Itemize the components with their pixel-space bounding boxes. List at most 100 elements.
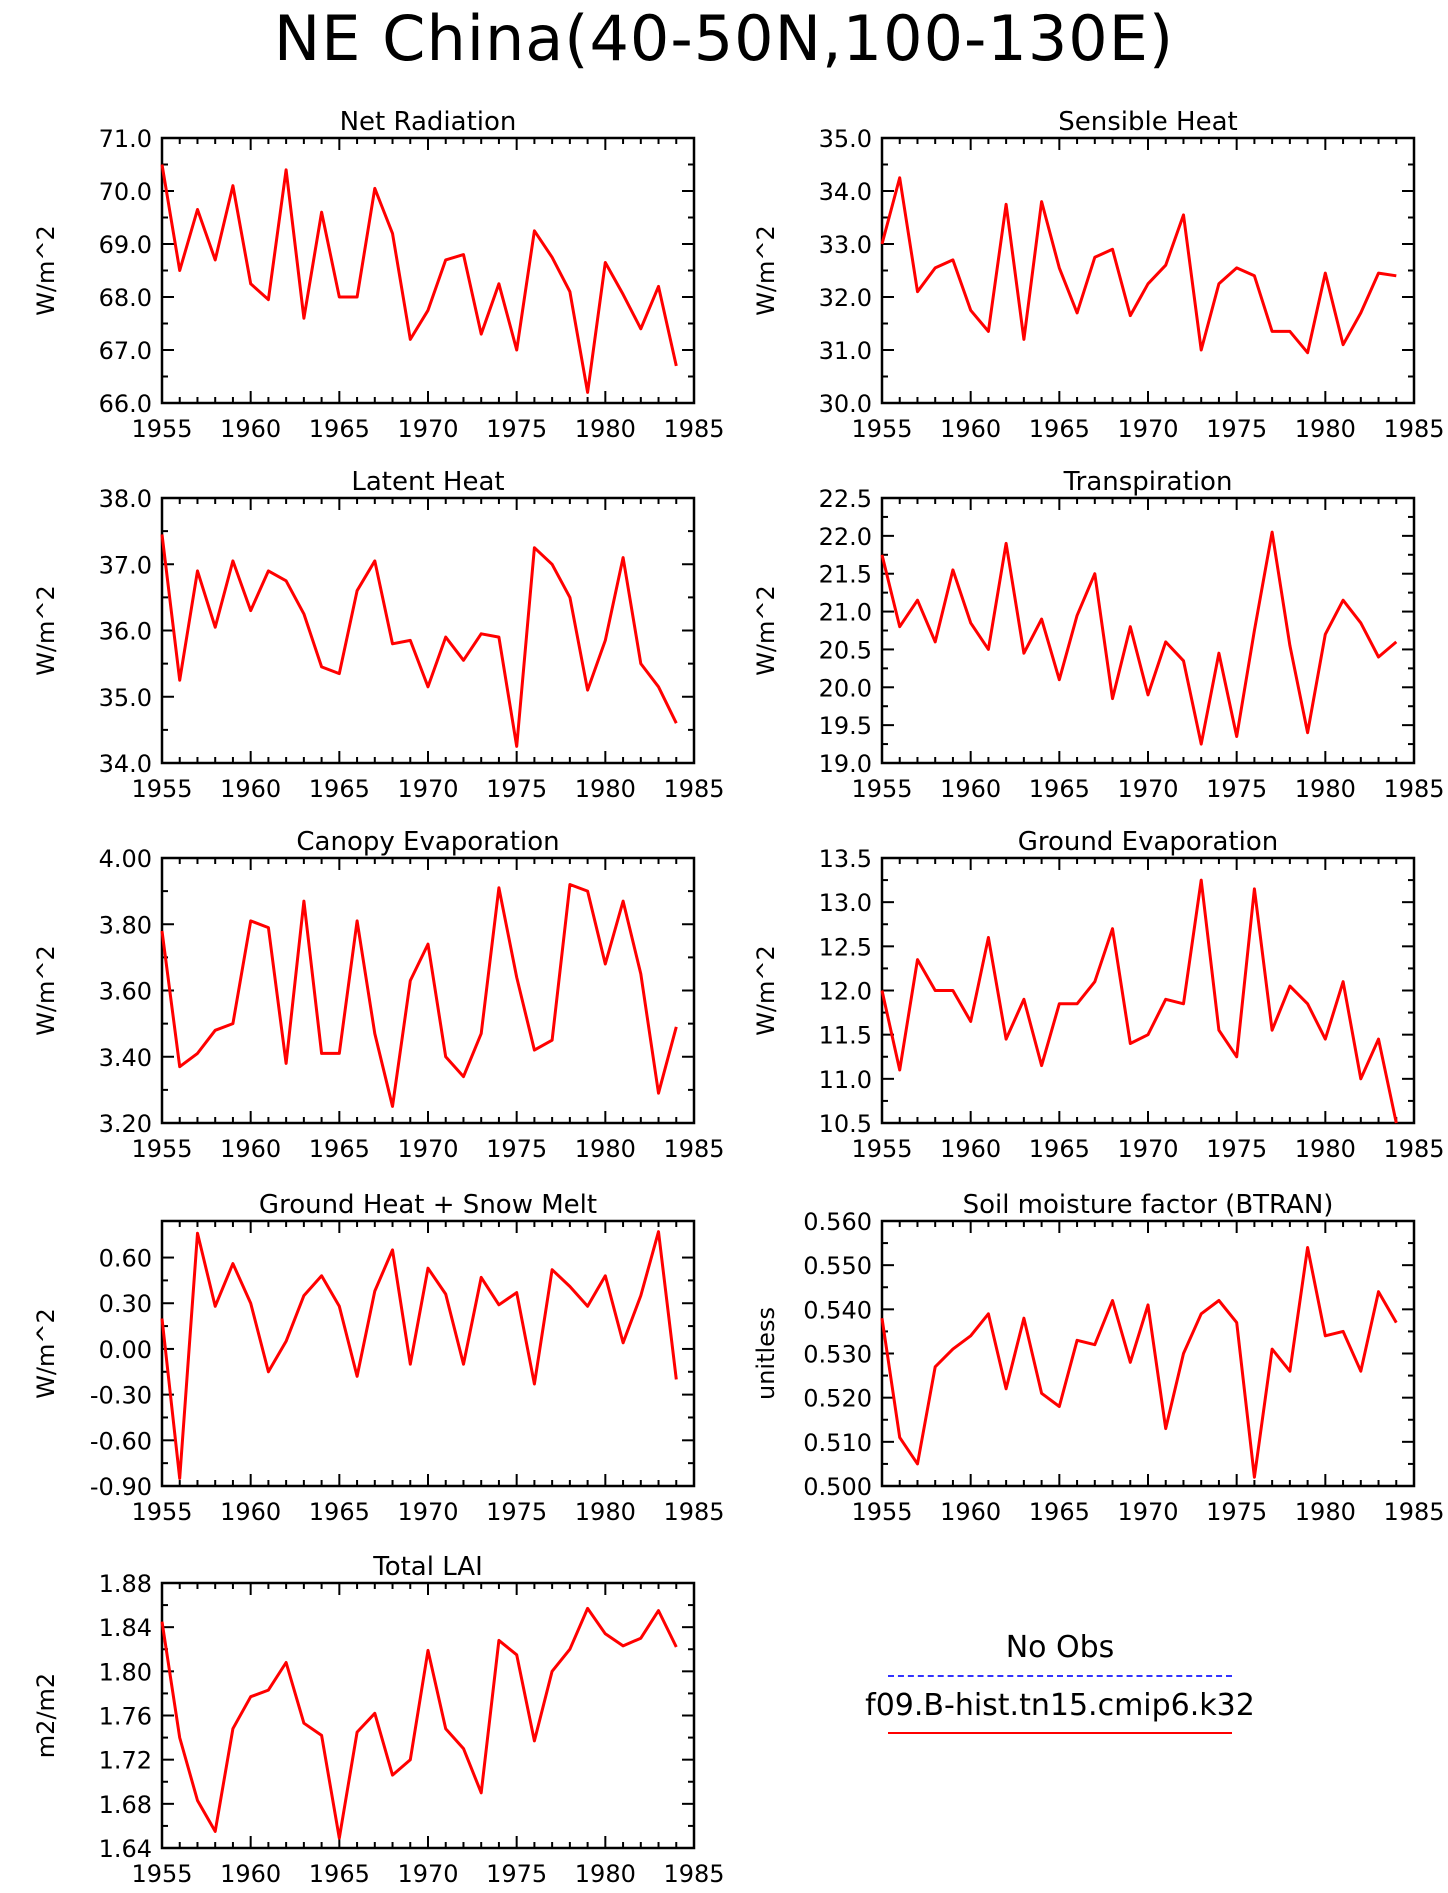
ground-heat-snow-melt-frame bbox=[160, 1219, 696, 1488]
chart-panel-latent-heat: Latent Heat 1955 1960 1965 1970 1975 1980 1985 3… bbox=[32, 467, 725, 803]
ground-evaporation-ytick-label: 13.0 bbox=[819, 889, 872, 917]
latent-heat-xtick-label: 1975 bbox=[486, 775, 547, 803]
legend-obs-swatch bbox=[888, 1675, 1232, 1677]
canopy-evaporation-series-line bbox=[160, 883, 678, 1108]
ground-heat-snow-melt-xtick-label: 1975 bbox=[486, 1498, 547, 1526]
chart-panel-sensible-heat: Sensible Heat 1955 1960 1965 1970 1975 1980 198… bbox=[752, 107, 1445, 443]
chart-panel-net-radiation: Net Radiation 1955 1960 1965 1970 1975 1980 198… bbox=[32, 107, 725, 443]
soil-moisture-factor-btran-ytick-label: 0.550 bbox=[803, 1252, 872, 1280]
legend: No Obs f09.B-hist.tn15.cmip6.k32 bbox=[760, 1620, 1360, 1740]
latent-heat-xtick-label: 1985 bbox=[663, 775, 724, 803]
ground-heat-snow-melt-title: Ground Heat + Snow Melt bbox=[259, 1190, 597, 1220]
net-radiation-xtick-label: 1960 bbox=[220, 415, 281, 443]
ground-evaporation-xtick-label: 1980 bbox=[1295, 1135, 1356, 1163]
soil-moisture-factor-btran-series-line bbox=[880, 1246, 1398, 1479]
net-radiation-ytick-label: 68.0 bbox=[99, 284, 152, 312]
transpiration-xtick-label: 1970 bbox=[1117, 775, 1178, 803]
transpiration-ytick-label: 20.0 bbox=[819, 674, 872, 702]
ground-evaporation-ytick-label: 12.0 bbox=[819, 978, 872, 1006]
ground-evaporation-xtick-label: 1985 bbox=[1383, 1135, 1444, 1163]
transpiration-xtick-label: 1960 bbox=[940, 775, 1001, 803]
canopy-evaporation-ytick-label: 3.60 bbox=[99, 978, 152, 1006]
net-radiation-series-line bbox=[160, 164, 678, 394]
chart-panel-transpiration: Transpiration 1955 1960 1965 1970 1975 1980 198… bbox=[752, 467, 1445, 803]
canopy-evaporation-frame bbox=[160, 856, 696, 1125]
ground-evaporation-ytick-label: 12.5 bbox=[819, 933, 872, 961]
latent-heat-ytick-label: 36.0 bbox=[99, 618, 152, 646]
transpiration-xtick-label: 1985 bbox=[1383, 775, 1444, 803]
net-radiation-title: Net Radiation bbox=[340, 107, 517, 137]
transpiration-xtick-label: 1980 bbox=[1295, 775, 1356, 803]
transpiration-ytick-label: 22.0 bbox=[819, 523, 872, 551]
chart-panel-canopy-evaporation: Canopy Evaporation 1955 1960 1965 1970 1975 19… bbox=[32, 827, 725, 1163]
canopy-evaporation-ytick-label: 4.00 bbox=[99, 845, 152, 873]
latent-heat-frame bbox=[160, 496, 696, 765]
canopy-evaporation-xtick-label: 1985 bbox=[663, 1135, 724, 1163]
net-radiation-xtick-label: 1970 bbox=[397, 415, 458, 443]
net-radiation-ytick-label: 67.0 bbox=[99, 337, 152, 365]
total-lai-ytick-label: 1.88 bbox=[99, 1570, 152, 1598]
ground-evaporation-xtick-label: 1955 bbox=[851, 1135, 912, 1163]
net-radiation-frame bbox=[160, 136, 696, 405]
total-lai-xtick-label: 1980 bbox=[575, 1860, 636, 1888]
transpiration-frame bbox=[880, 496, 1416, 765]
total-lai-ytick-label: 1.84 bbox=[99, 1614, 152, 1642]
canopy-evaporation-ytick-label: 3.40 bbox=[99, 1044, 152, 1072]
ground-heat-snow-melt-xtick-label: 1960 bbox=[220, 1498, 281, 1526]
ground-evaporation-xtick-label: 1970 bbox=[1117, 1135, 1178, 1163]
canopy-evaporation-ytick-label: 3.20 bbox=[99, 1110, 152, 1138]
ground-heat-snow-melt-ytick-label: 0.30 bbox=[99, 1290, 152, 1318]
net-radiation-xtick-label: 1965 bbox=[309, 415, 370, 443]
transpiration-xtick-label: 1965 bbox=[1029, 775, 1090, 803]
ground-evaporation-ylabel: W/m^2 bbox=[752, 945, 780, 1036]
transpiration-ytick-label: 20.5 bbox=[819, 636, 872, 664]
sensible-heat-xtick-label: 1985 bbox=[1383, 415, 1444, 443]
legend-model-swatch bbox=[888, 1732, 1232, 1734]
ground-heat-snow-melt-xtick-label: 1970 bbox=[397, 1498, 458, 1526]
net-radiation-ytick-label: 71.0 bbox=[99, 125, 152, 153]
ground-evaporation-xtick-label: 1965 bbox=[1029, 1135, 1090, 1163]
net-radiation-xtick-label: 1985 bbox=[663, 415, 724, 443]
ground-evaporation-frame bbox=[880, 856, 1416, 1125]
soil-moisture-factor-btran-ylabel: unitless bbox=[752, 1307, 780, 1400]
ground-heat-snow-melt-xtick-label: 1965 bbox=[309, 1498, 370, 1526]
ground-heat-snow-melt-ytick-label: -0.90 bbox=[90, 1473, 152, 1501]
ground-evaporation-ytick-label: 10.5 bbox=[819, 1110, 872, 1138]
sensible-heat-xtick-label: 1965 bbox=[1029, 415, 1090, 443]
chart-panel-btran: Soil moisture factor (BTRAN) 1955 1960 1965… bbox=[752, 1190, 1445, 1526]
chart-panel-ground-heat-snow-melt: Ground Heat + Snow Melt 1955 1960 1965 1970 1… bbox=[32, 1190, 725, 1526]
ground-heat-snow-melt-ylabel: W/m^2 bbox=[32, 1308, 60, 1399]
soil-moisture-factor-btran-ytick-label: 0.560 bbox=[803, 1208, 872, 1236]
transpiration-ytick-label: 21.5 bbox=[819, 561, 872, 589]
sensible-heat-ytick-label: 30.0 bbox=[819, 390, 872, 418]
latent-heat-title: Latent Heat bbox=[351, 467, 504, 497]
sensible-heat-xtick-label: 1970 bbox=[1117, 415, 1178, 443]
total-lai-ytick-label: 1.64 bbox=[99, 1835, 152, 1863]
sensible-heat-xtick-label: 1980 bbox=[1295, 415, 1356, 443]
latent-heat-ytick-label: 38.0 bbox=[99, 485, 152, 513]
sensible-heat-ylabel: W/m^2 bbox=[752, 225, 780, 316]
total-lai-ytick-label: 1.80 bbox=[99, 1658, 152, 1686]
total-lai-ylabel: m2/m2 bbox=[32, 1673, 60, 1758]
total-lai-series-line bbox=[160, 1606, 678, 1840]
transpiration-xtick-label: 1955 bbox=[851, 775, 912, 803]
net-radiation-ylabel: W/m^2 bbox=[32, 225, 60, 316]
latent-heat-xtick-label: 1960 bbox=[220, 775, 281, 803]
transpiration-ytick-label: 19.0 bbox=[819, 750, 872, 778]
net-radiation-xtick-label: 1980 bbox=[575, 415, 636, 443]
ground-evaporation-ytick-label: 11.0 bbox=[819, 1066, 872, 1094]
ground-evaporation-xtick-label: 1975 bbox=[1206, 1135, 1267, 1163]
sensible-heat-ytick-label: 33.0 bbox=[819, 231, 872, 259]
soil-moisture-factor-btran-ytick-label: 0.540 bbox=[803, 1296, 872, 1324]
canopy-evaporation-xtick-label: 1960 bbox=[220, 1135, 281, 1163]
soil-moisture-factor-btran-xtick-label: 1970 bbox=[1117, 1498, 1178, 1526]
latent-heat-xtick-label: 1980 bbox=[575, 775, 636, 803]
soil-moisture-factor-btran-ytick-label: 0.510 bbox=[803, 1429, 872, 1457]
ground-heat-snow-melt-xtick-label: 1980 bbox=[575, 1498, 636, 1526]
soil-moisture-factor-btran-xtick-label: 1965 bbox=[1029, 1498, 1090, 1526]
ground-heat-snow-melt-ytick-label: 0.00 bbox=[99, 1336, 152, 1364]
total-lai-xtick-label: 1955 bbox=[131, 1860, 192, 1888]
sensible-heat-xtick-label: 1960 bbox=[940, 415, 1001, 443]
transpiration-ytick-label: 21.0 bbox=[819, 599, 872, 627]
chart-panel-ground-evaporation: Ground Evaporation 1955 1960 1965 1970 1975 19… bbox=[752, 827, 1445, 1163]
